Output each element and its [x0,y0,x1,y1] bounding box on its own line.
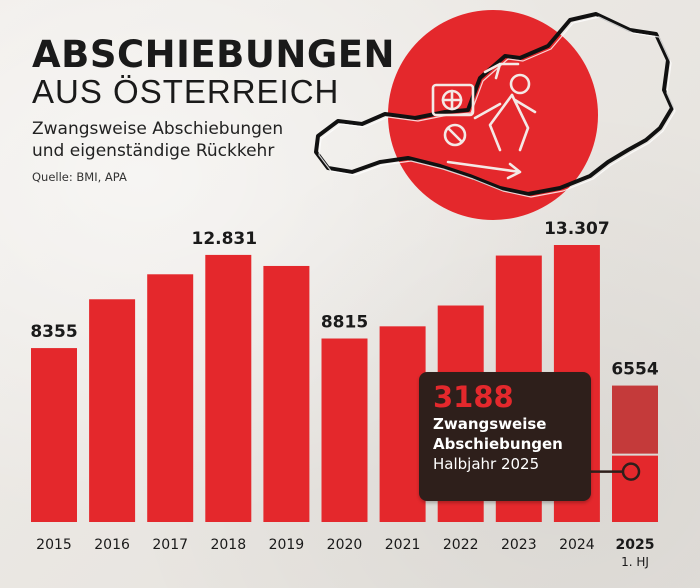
data-label-2025: 6554 [611,360,658,380]
highlight-callout: 3188 Zwangsweise Abschiebungen Halbjahr … [419,372,591,501]
x-tick-label-2018: 2018 [210,537,246,553]
callout-label-line-2: Abschiebungen [433,435,563,453]
x-tick-label-2023: 2023 [501,537,537,553]
bar-2016 [89,299,136,522]
x-tick-label-2022: 2022 [443,537,479,553]
description-line-2: und eigenständige Rückkehr [32,141,275,161]
callout-label-line-1: Zwangsweise [433,415,547,433]
data-label-2018: 12.831 [191,229,257,249]
austria-map-icon [314,12,674,196]
bar-2025-forced [612,455,658,522]
x-tick-labels-layer: 2015 2016 2017 2018 2019 2020 2021 2022 2023 2024… [36,537,654,569]
x-tick-label-2021: 2021 [385,537,421,553]
bar-2021 [379,326,426,522]
x-tick-label-2015: 2015 [36,537,72,553]
red-circle-icon [388,10,598,220]
data-label-2024: 13.307 [544,219,610,239]
bar-2017 [147,274,194,522]
x-tick-label-2019: 2019 [269,537,305,553]
callout-value: 3188 [433,380,514,414]
source-note: Quelle: BMI, APA [32,170,127,184]
x-tick-label-2024: 2024 [559,537,595,553]
bar-2015 [31,348,77,522]
bar-2018 [205,254,252,523]
bar-2019 [263,265,310,522]
data-label-2020: 8815 [321,313,368,333]
x-tick-label-2025: 2025 [616,537,655,553]
x-tick-sublabel-2025: 1. HJ [621,555,649,569]
deportation-pictogram-icon [431,62,537,180]
data-label-2015: 8355 [30,322,77,342]
description-line-1: Zwangsweise Abschiebungen [32,119,284,139]
chart-description: Zwangsweise Abschiebungen und eigenständ… [32,118,283,162]
header-illustration [314,10,676,220]
x-tick-label-2017: 2017 [152,537,188,553]
bar-2020 [321,338,368,522]
x-tick-label-2020: 2020 [327,537,363,553]
bar-2025-total [612,385,658,454]
data-labels-layer: 8355 12.831 8815 13.307 6554 [30,219,658,380]
chart-title: ABSCHIEBUNGEN [32,33,395,76]
callout-label-line-3: Halbjahr 2025 [433,455,540,473]
chart-subtitle: AUS ÖSTERREICH [32,73,340,110]
x-tick-label-2016: 2016 [94,537,130,553]
